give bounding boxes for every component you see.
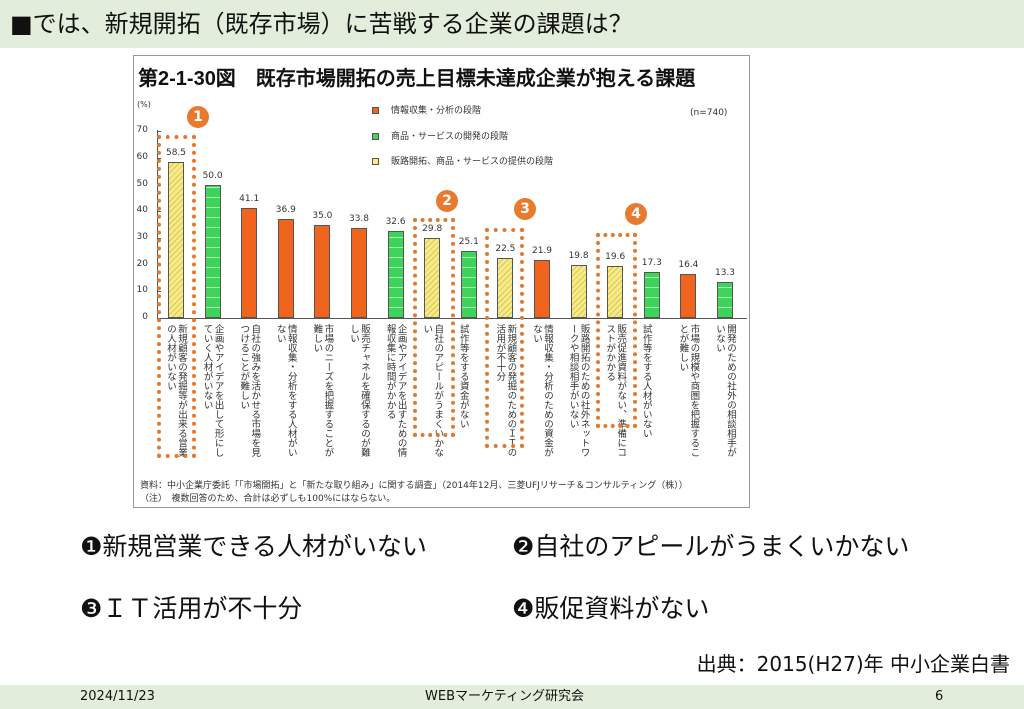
point-4: ❹販促資料がない (512, 594, 710, 623)
bar (570, 265, 587, 318)
highlight-number: 3 (514, 198, 536, 220)
highlight-number: 4 (625, 203, 647, 225)
data-label: 22.5 (495, 243, 516, 254)
category-label: 試作等をする人材がいない (640, 324, 652, 438)
bar (460, 250, 477, 318)
page-number: 6 (935, 689, 944, 704)
y-tick-label: 60 (136, 151, 148, 162)
highlight-number: 1 (187, 106, 209, 128)
data-label: 17.3 (641, 257, 662, 268)
legend-item-1: 商品・サービスの開発の段階 (372, 129, 508, 142)
data-label: 36.9 (275, 205, 296, 216)
category-label: 自社のアピールがうまくいかない (421, 324, 444, 457)
chart-source: 資料：中小企業庁委託「「市場開拓」と「新たな取り組み」に関する調査」（2014年… (140, 481, 688, 491)
category-label: 新規顧客の発掘のためのＩＴの活用が不十分 (494, 324, 517, 457)
y-tick-label: 70 (136, 125, 148, 136)
category-label: 情報収集・分析をする人材がいない (274, 324, 297, 457)
slide-title: ■では、新規開拓（既存市場）に苦戦する企業の課題は？ (0, 0, 1024, 48)
bar (387, 230, 404, 318)
category-label: 販売チャネルを確保するのが難しい (348, 324, 370, 457)
category-label: 試作等をする資金がない (457, 324, 469, 429)
y-tick-label: 50 (136, 178, 148, 189)
category-label: 販売促進資料がない、準備にコストがかかる (604, 324, 627, 457)
bar (204, 184, 221, 318)
category-label: 市場のニーズを把握することが難しい (311, 324, 334, 457)
highlight-box (485, 228, 524, 448)
data-label: 21.9 (531, 245, 553, 256)
footer-org: WEBマーケティング研究会 (425, 689, 584, 704)
legend-item-2: 販路開拓、商品・サービスの提供の段階 (372, 154, 553, 167)
bar (717, 282, 733, 318)
legend-item-0: 情報収集・分析の段階 (372, 103, 481, 116)
category-label: 企画やアイデアを出すための情報収集に時間がかかる (384, 324, 407, 457)
bar (680, 274, 697, 318)
category-label: 市場の規模や商圏を把握することが難しい (677, 324, 700, 457)
category-label: 自社の強みを活かせる市場を見つけることが難しい (238, 324, 261, 457)
bar (424, 238, 441, 318)
data-label: 58.5 (165, 147, 187, 158)
highlight-box (157, 135, 196, 458)
category-label: 情報収集・分析のための資金がない (531, 324, 553, 457)
bar (241, 208, 258, 318)
data-label: 29.8 (422, 224, 443, 235)
category-label: 販路開拓のための社外ネットワークや相談相手がいない (567, 324, 590, 457)
footer: 2024/11/23 WEBマーケティング研究会 6 (0, 685, 1024, 709)
bar (497, 257, 514, 318)
data-label: 19.6 (605, 251, 626, 262)
bar (277, 219, 294, 318)
y-tick-label: 30 (136, 231, 148, 242)
category-label: 開発のための社外の相談相手がいない (714, 324, 736, 457)
data-label: 32.6 (385, 216, 406, 227)
citation: 出典：2015(H27)年 中小企業白書 (696, 652, 1010, 676)
data-label: 19.8 (568, 251, 589, 262)
data-label: 13.3 (714, 268, 736, 279)
bar (643, 271, 660, 318)
y-tick-mark (157, 131, 161, 133)
y-tick-label: 20 (136, 258, 148, 269)
data-label: 16.4 (678, 260, 699, 271)
y-axis-label: (%) (137, 100, 151, 109)
data-label: 50.0 (202, 170, 223, 181)
data-label: 35.0 (312, 210, 333, 221)
highlight-number: 2 (436, 190, 458, 212)
bar (607, 265, 624, 318)
y-tick-label: 0 (142, 312, 148, 322)
bar (168, 161, 184, 318)
chart-title: 第2-1-30図 既存市場開拓の売上目標未達成企業が抱える課題 (138, 68, 696, 90)
data-label: 41.1 (239, 194, 260, 205)
y-tick-label: 10 (136, 285, 148, 296)
bar (351, 227, 367, 318)
point-2: ❷自社のアピールがうまくいかない (512, 532, 910, 561)
bar (314, 224, 331, 318)
category-label: 企画やアイデアを出して形にしていく人材がいない (201, 324, 224, 457)
y-tick-label: 40 (136, 205, 148, 216)
data-label: 25.1 (458, 236, 479, 247)
data-label: 33.8 (348, 213, 370, 224)
bar (534, 259, 550, 318)
highlight-box (413, 218, 455, 437)
highlight-box (596, 233, 637, 428)
point-3: ❸ＩＴ活用が不十分 (80, 594, 303, 623)
footer-date: 2024/11/23 (80, 689, 155, 704)
point-1: ❶新規営業できる人材がいない (80, 532, 427, 561)
sample-size: (n=740) (690, 108, 728, 118)
category-label: 新規顧客の発掘等が出来る営業の人材がいない (165, 324, 187, 457)
chart-note: （注） 複数回答のため、合計は必ずしも100%にはならない。 (140, 494, 396, 504)
